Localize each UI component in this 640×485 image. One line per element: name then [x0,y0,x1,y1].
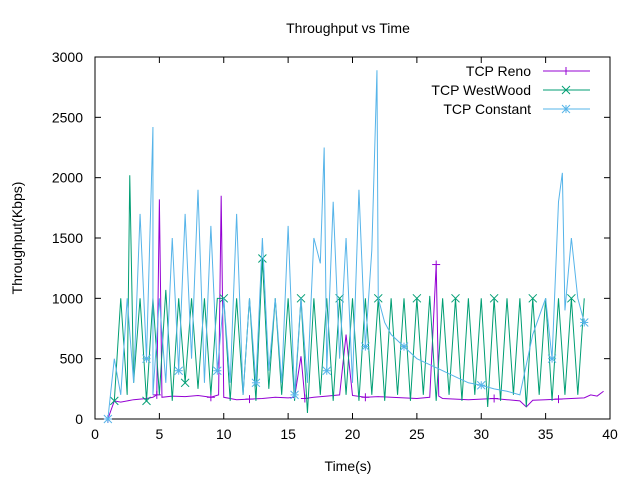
series-2-point [290,390,299,400]
series-1-point [489,293,499,303]
x-tick-label: 35 [538,426,554,442]
y-axis-label: Throughput(Kbps) [9,182,25,295]
series-2-point-stroke [290,390,299,400]
y-tick-label: 1500 [52,230,83,246]
legend-label: TCP Reno [466,63,531,79]
series-1-point-stroke [412,293,422,303]
plot-area: 0 5 10 15 20 25 30 35 40 0 500 1000 1500 2000 2500 3000 [52,49,618,442]
series-2-point [142,354,151,364]
series-2-point-stroke [579,318,589,327]
series-1-point [528,293,538,303]
legend-swatch-marker [562,67,570,75]
series-0-point [490,394,499,403]
y-tick-label: 2000 [52,170,83,186]
series-1-point [109,396,119,406]
series-2-point [361,342,370,351]
y-tick-label: 3000 [52,49,83,65]
series-2-point [476,380,486,390]
series-2-point-stroke [103,414,113,424]
series-2-point-stroke [251,378,261,388]
chart-title: Throughput vs Time [286,20,410,36]
y-tick-label: 1000 [52,290,83,306]
series-2-point [251,378,261,388]
legend-label: TCP Constant [443,101,531,117]
series-1-point [451,293,460,303]
series-2-point [579,318,589,327]
series-1-point [142,396,151,406]
y-tick-label: 500 [60,351,84,367]
y-tick-label: 0 [75,411,83,427]
x-tick-label: 15 [280,426,296,442]
x-tick-label: 20 [345,426,361,442]
series-2-point-stroke [212,366,222,376]
series-2-point-stroke [399,342,409,351]
series-2-point-stroke [174,366,184,376]
series-0-point [554,395,563,404]
series-0-point [300,394,309,403]
series-line-1 [113,175,585,413]
series-1-point-stroke [142,396,151,406]
series-2-point [399,342,409,351]
legend: TCP Reno TCP WestWood TCP Constant [431,63,590,117]
series-1-point [567,293,576,303]
series-2-point-stroke [322,366,332,376]
series-1-point-stroke [489,293,499,303]
legend-swatch-marker-stroke [561,104,571,114]
series-1-point [180,378,190,388]
series-1-point-stroke [567,293,576,303]
y-tick-label: 2500 [52,109,83,125]
series-line-2 [107,70,585,420]
x-axis-label: Time(s) [325,458,372,474]
series-1-point-stroke [528,293,538,303]
legend-swatch-marker [561,104,571,114]
x-tick-label: 25 [409,426,425,442]
series-0-point [432,260,441,269]
legend-swatch-marker [561,85,571,95]
series-1-point-stroke [258,254,267,263]
series-1-point [412,293,422,303]
series-2-point-stroke [547,354,557,364]
series-1-point-stroke [109,396,119,406]
x-tick-label: 0 [91,426,99,442]
series-1-point-stroke [451,293,460,303]
series-1-point-stroke [180,378,190,388]
x-tick-label: 10 [216,426,232,442]
series-2-point [174,366,184,376]
series-0-point [361,393,370,402]
x-tick-label: 40 [602,426,618,442]
series-2-point-stroke [142,354,151,364]
legend-label: TCP WestWood [431,82,531,98]
series-0-point [245,395,254,404]
series-2-point [103,414,113,424]
series-2-point [547,354,557,364]
x-tick-label: 30 [473,426,489,442]
series-2-point-stroke [361,342,370,351]
series-2-point [322,366,332,376]
series-1-point [258,254,267,263]
series-2-point-stroke [476,380,486,390]
legend-swatch-marker-stroke [561,85,571,95]
series-2-point [212,366,222,376]
x-tick-label: 5 [155,426,163,442]
